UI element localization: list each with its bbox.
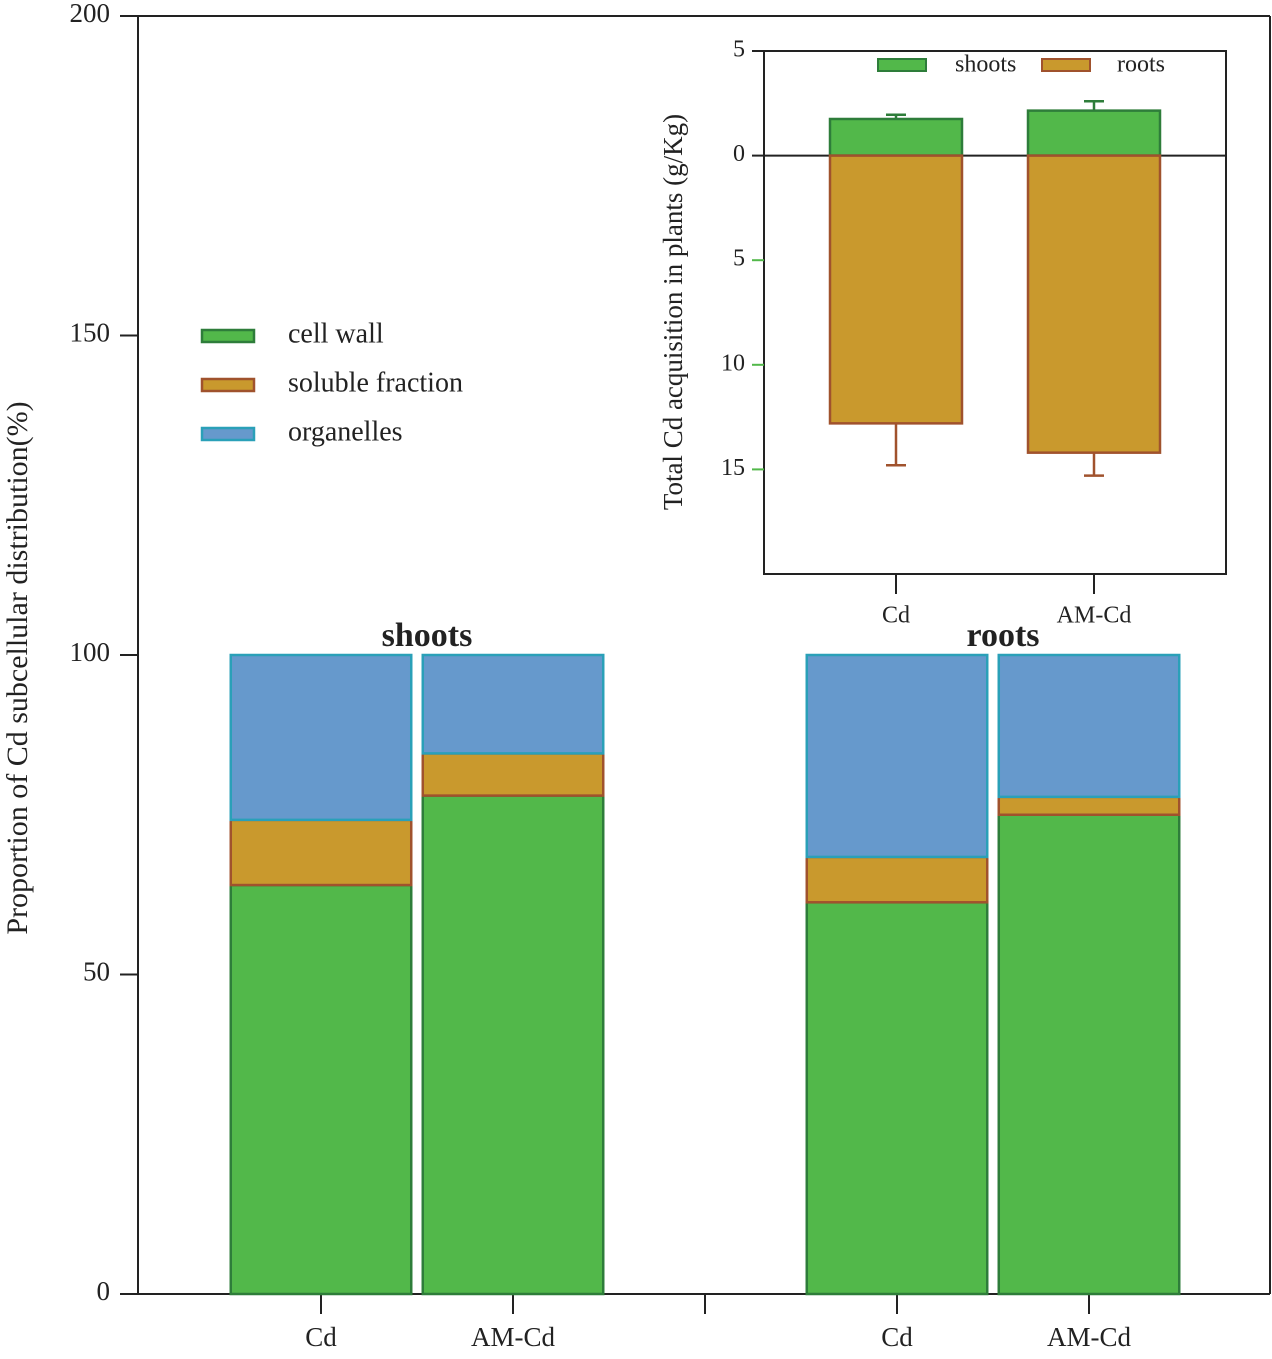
y-tick-label: 50	[83, 957, 110, 987]
bar-segment	[805, 653, 989, 859]
bar-segment	[421, 752, 605, 797]
bar-segment	[421, 794, 605, 1296]
bar-segment	[805, 901, 989, 1296]
group-label: roots	[966, 617, 1039, 654]
bar-segment	[229, 653, 413, 822]
bar-segment	[229, 818, 413, 887]
legend-swatch	[1041, 58, 1091, 72]
x-tick-label: AM-Cd	[1047, 1322, 1132, 1352]
y-tick-label: 100	[70, 637, 111, 667]
y-tick-label: 0	[733, 141, 745, 167]
x-tick-label: Cd	[881, 1322, 913, 1352]
legend-label: soluble fraction	[288, 367, 463, 398]
bar-segment	[997, 653, 1181, 799]
legend-swatch	[200, 328, 256, 344]
bar-segment	[997, 813, 1181, 1296]
inset-y-axis-label: Total Cd acquisition in plants (g/Kg)	[658, 114, 688, 510]
legend-label: organelles	[288, 416, 403, 447]
x-tick-label: Cd	[882, 603, 910, 629]
x-tick-label: AM-Cd	[471, 1322, 556, 1352]
y-tick-label: 5	[733, 246, 745, 272]
bar	[1026, 109, 1162, 157]
legend-label: roots	[1117, 52, 1165, 78]
bar-segment	[229, 883, 413, 1296]
y-tick-label: 150	[70, 318, 111, 348]
bar	[1026, 154, 1162, 454]
x-tick-label: Cd	[305, 1322, 337, 1352]
x-tick-label: AM-Cd	[1057, 603, 1132, 629]
legend-swatch	[200, 377, 256, 393]
bar-segment	[805, 855, 989, 904]
y-axis-label: Proportion of Cd subcellular distributio…	[1, 401, 34, 934]
legend-swatch	[877, 58, 927, 72]
legend-swatch	[200, 426, 256, 442]
y-tick-label: 15	[721, 455, 745, 481]
legend-label: shoots	[955, 52, 1016, 78]
legend-label: cell wall	[288, 318, 384, 349]
y-tick-label: 10	[721, 350, 745, 376]
bar-segment	[997, 795, 1181, 816]
y-tick-label: 0	[97, 1276, 111, 1306]
bar	[828, 117, 964, 157]
bar	[828, 154, 964, 425]
bar-segment	[421, 653, 605, 755]
group-label: shoots	[382, 617, 473, 654]
y-tick-label: 200	[70, 0, 111, 28]
y-tick-label: 5	[733, 37, 745, 63]
